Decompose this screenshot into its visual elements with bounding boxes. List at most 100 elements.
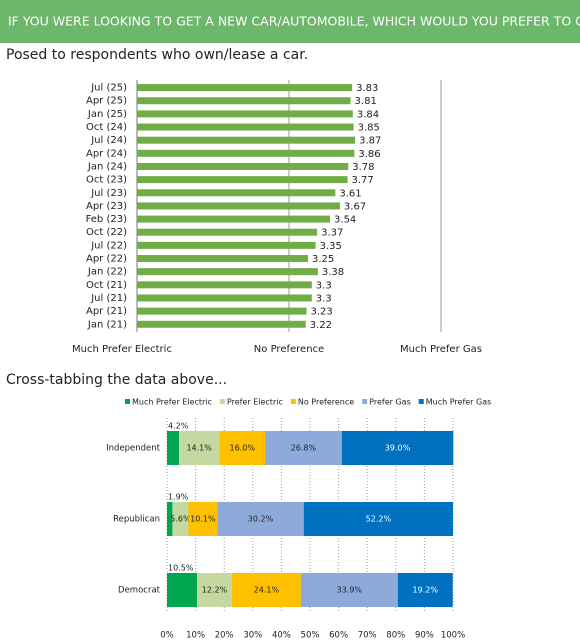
value-label: 3.87	[359, 136, 381, 147]
legend-label: Much Prefer Electric	[132, 398, 212, 407]
y-tick-label: Oct (24)	[86, 122, 127, 133]
value-label: 3.81	[355, 96, 377, 107]
legend-label: Much Prefer Gas	[426, 398, 492, 407]
y-tick-label: Apr (21)	[86, 306, 127, 317]
y-tick-label: Feb (23)	[86, 214, 128, 225]
bar	[137, 110, 353, 118]
bar-segment	[231, 573, 301, 607]
value-label: 3.84	[357, 109, 379, 120]
value-label: 14.1%	[186, 444, 212, 453]
x-tick-label: No Preference	[254, 344, 324, 355]
chart-title: Cross-tabbing the data above...	[6, 372, 227, 388]
x-tick-label: 80%	[386, 631, 405, 641]
bar-segment	[197, 573, 232, 607]
value-label: 5.6%	[170, 515, 191, 524]
y-tick-label: Jul (24)	[90, 135, 127, 146]
y-tick-label: Independent	[106, 444, 161, 454]
bar	[137, 136, 356, 144]
y-tick-label: Oct (23)	[86, 175, 127, 186]
value-label: 4.2%	[168, 422, 189, 431]
bar	[137, 176, 348, 184]
value-label: 39.0%	[385, 444, 411, 453]
value-label: 19.2%	[413, 586, 439, 595]
value-label: 3.61	[339, 188, 361, 199]
y-tick-label: Jan (22)	[87, 267, 127, 278]
x-tick-label: 90%	[415, 631, 434, 641]
x-tick-label: Much Prefer Gas	[400, 344, 482, 355]
bar	[137, 123, 354, 131]
value-label: 3.77	[352, 175, 374, 186]
y-tick-label: Jan (25)	[87, 109, 127, 120]
legend-label: Prefer Electric	[227, 398, 283, 407]
bar-segment	[172, 502, 189, 536]
x-tick-label: 100%	[441, 631, 465, 641]
value-label: 3.85	[358, 123, 380, 134]
bar-segment	[265, 431, 342, 465]
bar-segment	[397, 573, 453, 607]
bar	[137, 84, 353, 92]
header-banner	[0, 0, 580, 43]
value-label: 3.22	[310, 320, 332, 331]
x-tick-label: 0%	[160, 631, 174, 641]
bar-segment	[341, 431, 454, 465]
bar	[137, 294, 312, 302]
bar	[137, 268, 318, 276]
bar	[137, 307, 307, 315]
legend-swatch	[290, 399, 296, 404]
value-label: 33.9%	[337, 586, 363, 595]
bar-segment	[217, 502, 304, 536]
legend-swatch	[418, 399, 424, 404]
value-label: 16.0%	[230, 444, 256, 453]
y-tick-label: Apr (24)	[86, 148, 127, 159]
value-label: 24.1%	[254, 586, 280, 595]
value-label: 10.5%	[168, 564, 194, 573]
value-label: 3.54	[334, 215, 356, 226]
bar	[137, 255, 308, 263]
bar	[137, 241, 316, 249]
bar-segment	[300, 573, 398, 607]
legend-swatch	[219, 399, 225, 404]
y-tick-label: Jan (24)	[87, 161, 127, 172]
bar-segment	[167, 502, 173, 536]
value-label: 3.3	[316, 280, 332, 291]
x-tick-label: 50%	[301, 631, 320, 641]
legend-swatch	[125, 399, 130, 404]
bar-segment	[179, 431, 220, 465]
value-label: 3.3	[316, 293, 332, 304]
y-tick-label: Republican	[113, 515, 160, 525]
bar-segment	[303, 502, 453, 536]
legend-label: No Preference	[298, 398, 354, 407]
x-tick-label: 70%	[358, 631, 377, 641]
bar	[137, 97, 351, 105]
y-tick-label: Apr (23)	[86, 201, 127, 212]
bar	[137, 281, 312, 289]
value-label: 30.2%	[248, 515, 274, 524]
value-label: 3.86	[358, 149, 380, 160]
y-tick-label: Jul (23)	[90, 188, 127, 199]
y-tick-label: Jul (25)	[90, 83, 127, 94]
legend-swatch	[362, 399, 368, 404]
bar-segment	[219, 431, 266, 465]
value-label: 3.83	[356, 83, 378, 94]
x-tick-label: 40%	[272, 631, 291, 641]
value-label: 1.9%	[168, 493, 189, 502]
bar-segment	[188, 502, 218, 536]
x-tick-label: 30%	[243, 631, 262, 641]
value-label: 26.8%	[291, 444, 317, 453]
chart-title: Posed to respondents who own/lease a car…	[6, 47, 308, 63]
bar	[137, 215, 331, 223]
y-tick-label: Apr (22)	[86, 254, 127, 265]
bar	[137, 320, 306, 328]
legend-label: Prefer Gas	[369, 398, 411, 407]
value-label: 3.35	[320, 241, 342, 252]
x-tick-label: 10%	[186, 631, 205, 641]
y-tick-label: Oct (21)	[86, 280, 127, 291]
value-label: 3.23	[310, 307, 332, 318]
x-tick-label: 60%	[329, 631, 348, 641]
y-tick-label: Oct (22)	[86, 227, 127, 238]
y-tick-label: Democrat	[118, 586, 161, 596]
value-label: 52.2%	[366, 515, 392, 524]
header-title: IF YOU WERE LOOKING TO GET A NEW CAR/AUT…	[8, 14, 580, 29]
value-label: 3.37	[321, 228, 343, 239]
